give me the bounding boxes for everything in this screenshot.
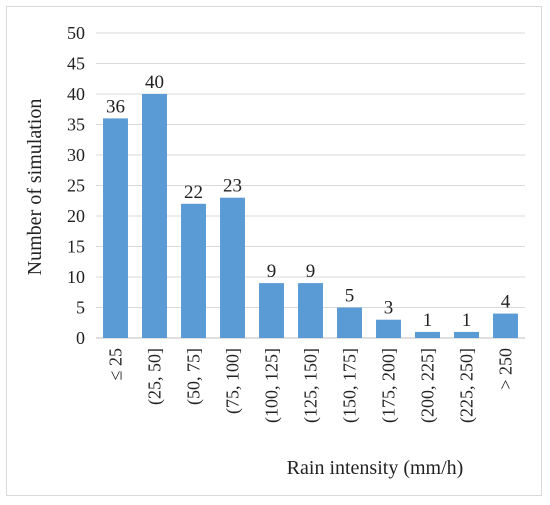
x-axis-title: Rain intensity (mm/h)	[287, 457, 464, 479]
x-tick-label: (175, 200]	[379, 348, 400, 423]
data-label: 5	[345, 286, 355, 307]
data-label: 9	[306, 261, 316, 282]
chart-frame	[6, 6, 542, 496]
x-tick-label: (25, 50]	[145, 348, 166, 405]
y-tick-label: 20	[67, 206, 85, 226]
bar	[103, 118, 128, 339]
data-label: 36	[106, 96, 125, 117]
data-label: 40	[145, 72, 164, 93]
x-tick-label: ≤ 25	[106, 348, 126, 380]
y-tick-label: 15	[67, 237, 85, 257]
y-tick-label: 40	[67, 84, 85, 104]
bar	[142, 94, 167, 338]
y-tick-labels: 0 5 10 15 20 25 30 35 40 45 50	[67, 23, 85, 348]
y-tick-label: 5	[76, 298, 85, 318]
data-label: 4	[501, 292, 511, 313]
data-labels: 36 40 22 23 9 9 5 3 1 1 4	[106, 72, 511, 331]
y-tick-label: 30	[67, 145, 85, 165]
data-label: 1	[423, 310, 433, 331]
x-tick-label: (100, 125]	[262, 348, 283, 423]
x-tick-label: (225, 250]	[457, 348, 478, 423]
y-tick-label: 25	[67, 176, 85, 196]
bar	[415, 331, 440, 338]
y-tick-label: 50	[67, 23, 85, 43]
x-tick-label: (50, 75]	[184, 348, 205, 405]
data-label: 23	[223, 176, 242, 197]
x-tick-label: > 250	[496, 348, 516, 390]
y-tick-label: 0	[76, 328, 85, 348]
data-label: 9	[267, 261, 277, 282]
bar	[298, 283, 323, 338]
x-tick-label: (200, 225]	[418, 348, 439, 423]
y-axis-title: Number of simulation	[24, 99, 46, 276]
x-tick-labels: ≤ 25 (25, 50] (50, 75] (75, 100] (100, 125] (…	[106, 348, 516, 423]
y-tick-label: 10	[67, 267, 85, 287]
data-label: 1	[462, 310, 472, 331]
gridlines	[96, 32, 525, 339]
bar	[454, 331, 479, 338]
bar	[181, 203, 206, 338]
bar	[493, 313, 518, 338]
bar	[337, 307, 362, 338]
data-label: 22	[184, 182, 203, 203]
bar	[376, 319, 401, 338]
bars	[103, 94, 518, 339]
bar	[220, 197, 245, 338]
y-tick-label: 35	[67, 115, 85, 135]
x-tick-label: (125, 150]	[301, 348, 322, 423]
bar	[259, 283, 284, 338]
x-tick-label: (150, 175]	[340, 348, 361, 423]
y-tick-label: 45	[67, 54, 85, 74]
x-tick-label: (75, 100]	[223, 348, 244, 414]
data-label: 3	[384, 298, 394, 319]
